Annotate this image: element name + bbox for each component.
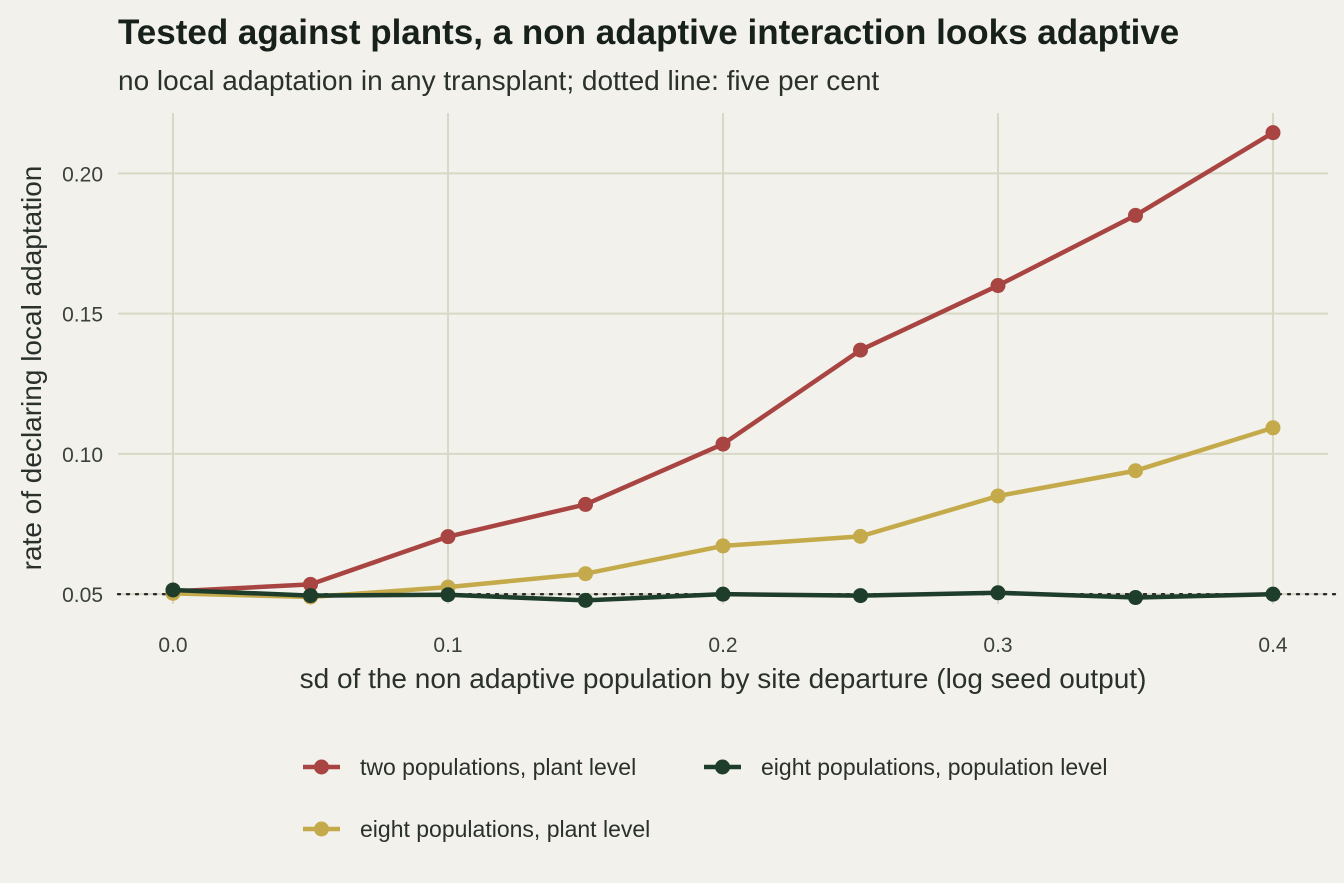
- data-point-1-1: [303, 588, 318, 604]
- data-point-1-7: [1128, 590, 1143, 606]
- data-point-0-2: [440, 529, 456, 545]
- data-point-0-7: [1128, 207, 1143, 223]
- data-point-0-3: [578, 496, 593, 512]
- data-point-0-4: [715, 436, 731, 452]
- legend-swatch-point-2: [314, 821, 329, 837]
- data-point-1-4: [715, 586, 731, 602]
- data-point-1-6: [990, 585, 1006, 601]
- legend-label-0: two populations, plant level: [360, 754, 636, 780]
- x-tick-label-2: 0.2: [708, 634, 737, 657]
- legend-label-2: eight populations, plant level: [360, 816, 650, 842]
- x-tick-label-0: 0.0: [158, 634, 187, 657]
- x-tick-label-3: 0.3: [983, 634, 1012, 657]
- data-point-1-3: [578, 592, 593, 608]
- chart-title: Tested against plants, a non adaptive in…: [118, 13, 1179, 52]
- data-point-2-6: [990, 488, 1006, 504]
- series-1: [165, 582, 1281, 608]
- y-axis-label: rate of declaring local adaptation: [16, 166, 47, 571]
- data-point-2-8: [1265, 420, 1281, 436]
- series-group: [165, 125, 1281, 608]
- legend-label-1: eight populations, population level: [761, 754, 1108, 780]
- data-point-1-5: [853, 588, 868, 604]
- legend-swatch-point-1: [715, 759, 730, 775]
- grid: [118, 113, 1328, 604]
- y-tick-label-3: 0.20: [62, 163, 103, 186]
- legend-item-0: two populations, plant level: [303, 754, 636, 780]
- data-point-1-0: [165, 582, 181, 598]
- x-axis-label: sd of the non adaptive population by sit…: [300, 663, 1147, 694]
- y-tick-label-1: 0.10: [62, 444, 103, 467]
- data-point-0-1: [303, 576, 318, 592]
- data-point-0-8: [1265, 125, 1281, 141]
- legend-item-2: eight populations, plant level: [303, 816, 650, 842]
- x-tick-label-1: 0.1: [433, 634, 462, 657]
- data-point-2-7: [1128, 463, 1143, 479]
- y-tick-label-2: 0.15: [62, 304, 103, 327]
- chart-subtitle: no local adaptation in any transplant; d…: [118, 65, 879, 96]
- tick-labels: 0.0 0.1 0.2 0.3 0.4 0.05 0.10 0.15 0.20: [62, 163, 1288, 657]
- legend: two populations, plant level eight popula…: [303, 754, 1108, 842]
- data-point-2-3: [578, 566, 593, 582]
- data-point-1-2: [440, 587, 456, 603]
- data-point-0-6: [990, 278, 1006, 294]
- x-tick-label-4: 0.4: [1258, 634, 1288, 657]
- legend-item-1: eight populations, population level: [704, 754, 1108, 780]
- data-point-2-5: [853, 528, 868, 544]
- legend-swatch-point-0: [314, 759, 329, 775]
- data-point-1-8: [1265, 586, 1281, 602]
- data-point-2-4: [715, 538, 731, 554]
- y-tick-label-0: 0.05: [62, 584, 103, 607]
- data-point-0-5: [853, 342, 868, 358]
